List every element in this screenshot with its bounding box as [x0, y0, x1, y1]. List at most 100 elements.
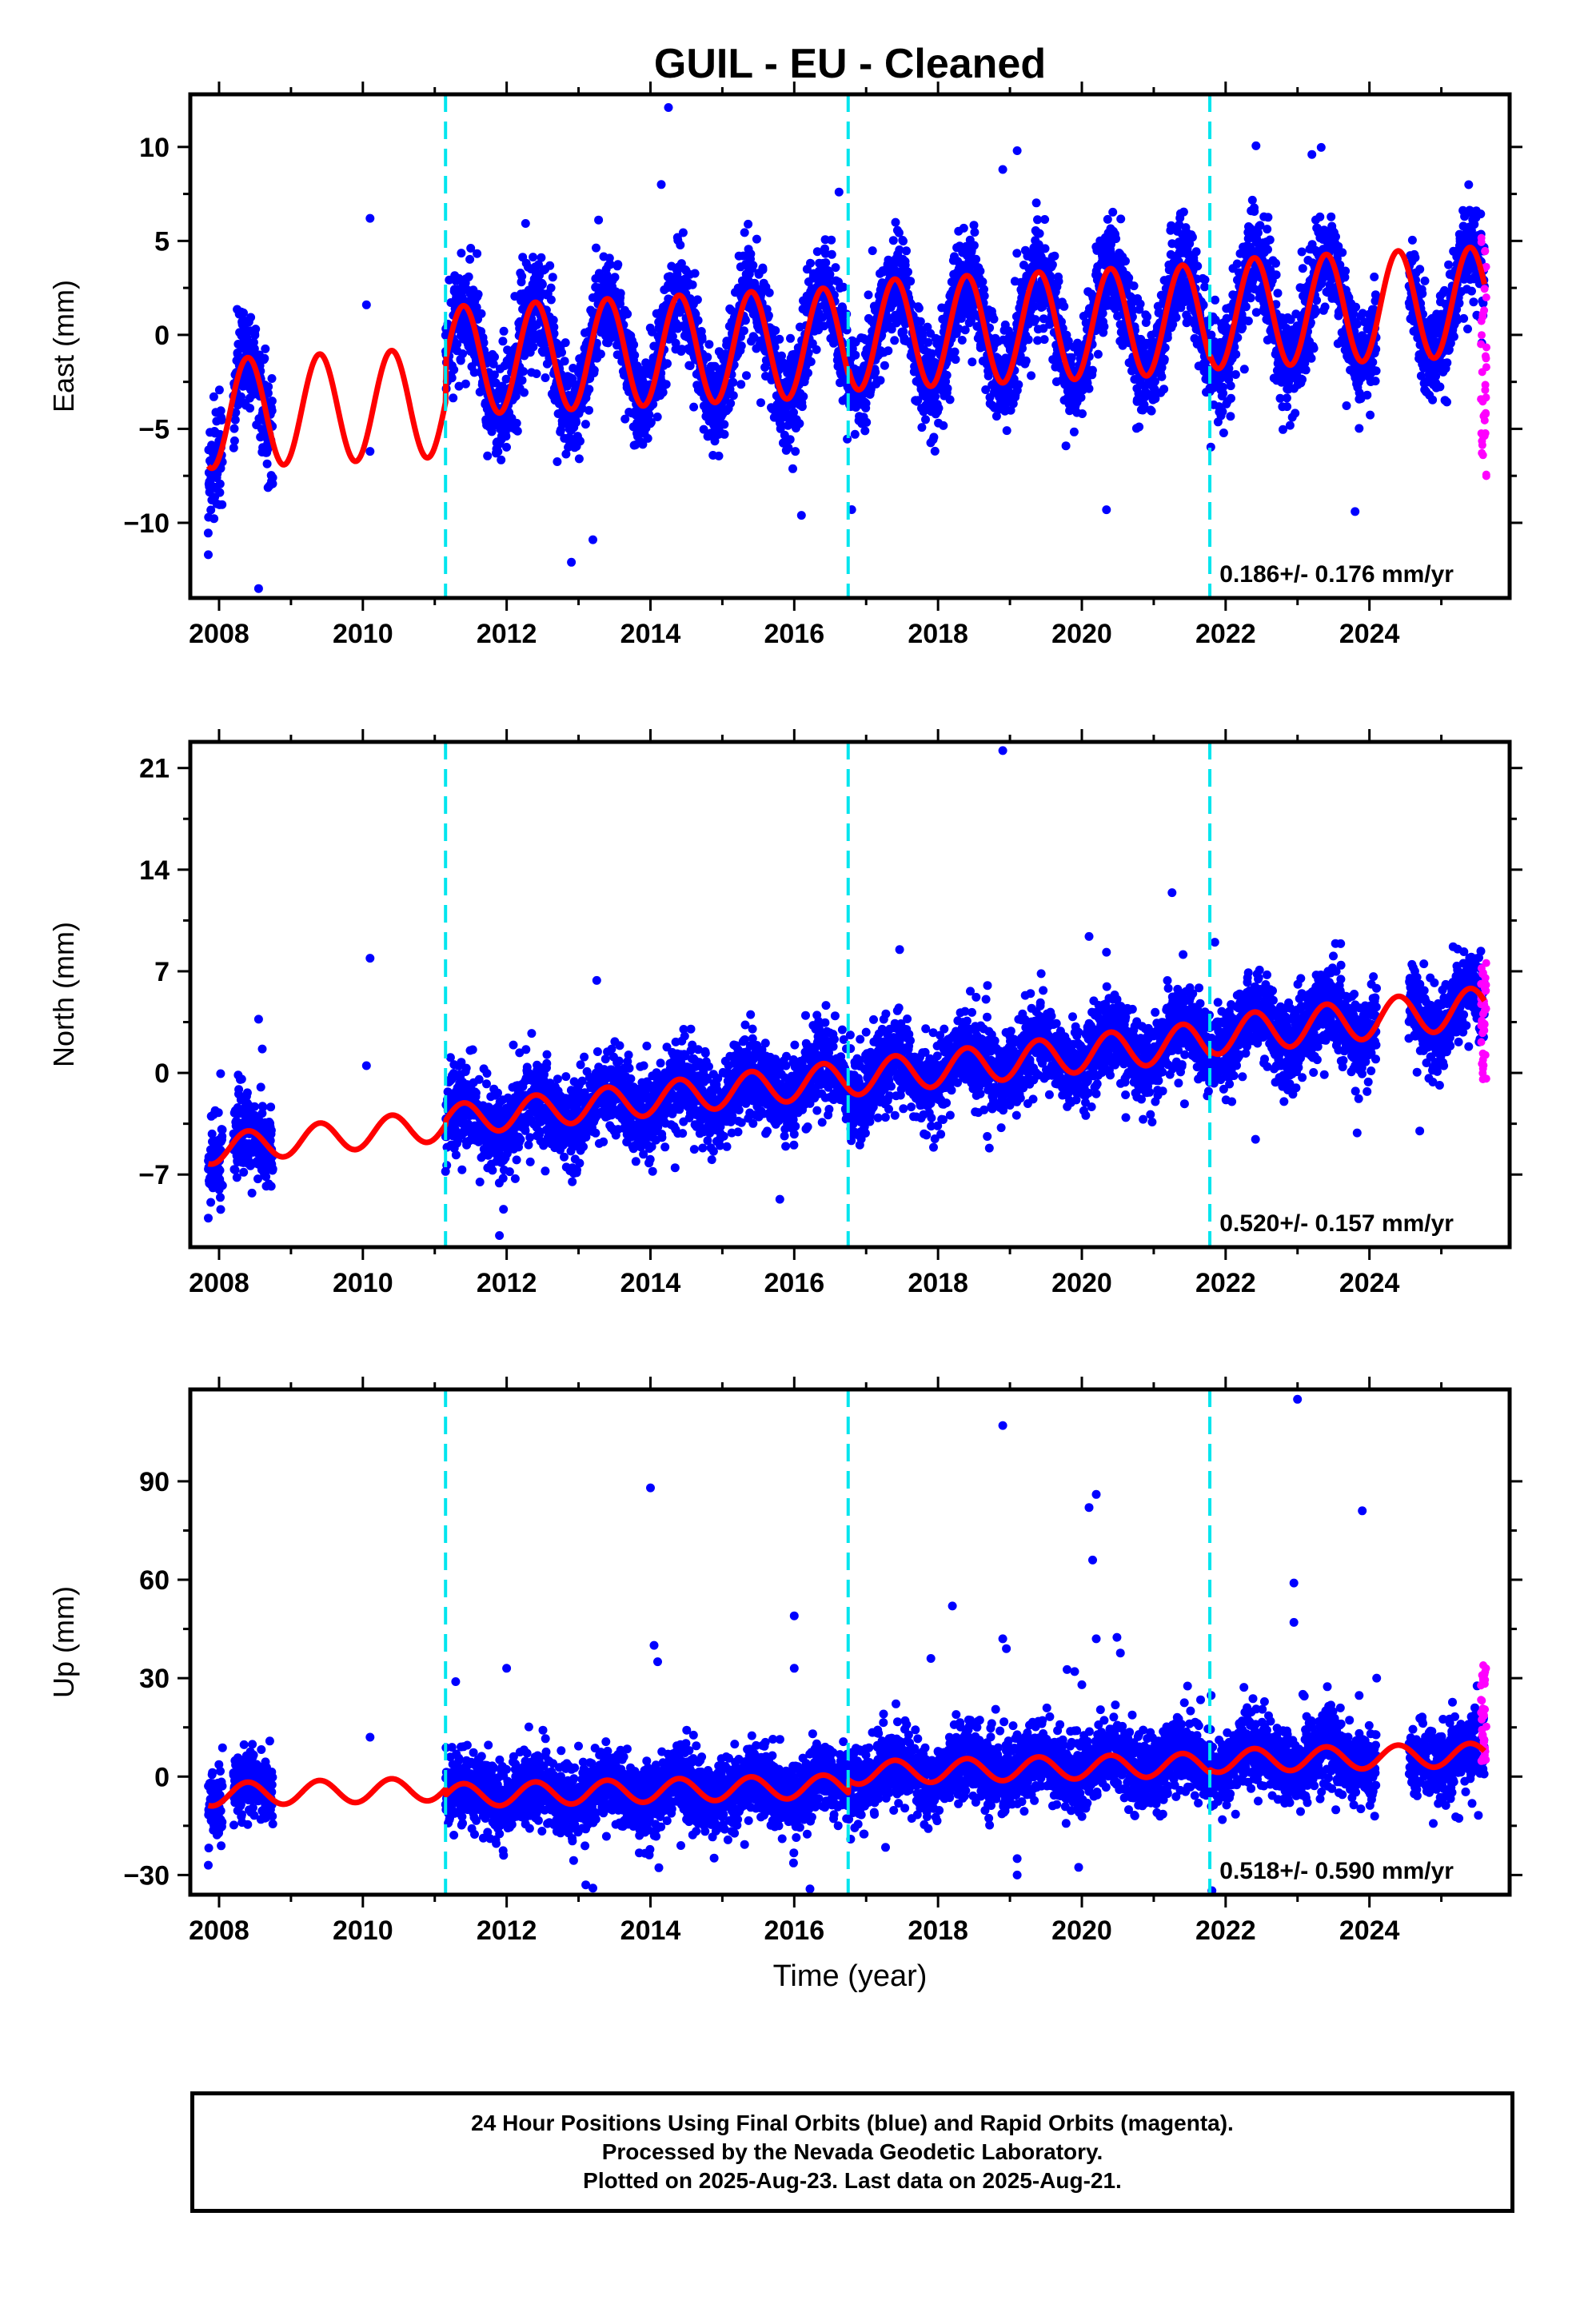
data-point	[834, 187, 844, 197]
data-point	[629, 340, 639, 349]
data-point	[1231, 370, 1240, 379]
data-point	[1059, 301, 1069, 311]
data-point	[1124, 273, 1134, 283]
data-point	[899, 327, 908, 337]
data-point	[499, 326, 509, 336]
data-point	[929, 433, 939, 442]
data-point	[951, 355, 960, 365]
data-point	[203, 528, 213, 538]
data-point	[616, 289, 625, 298]
data-point	[693, 316, 703, 325]
data-point	[839, 282, 848, 292]
data-point	[739, 326, 748, 336]
data-point	[884, 346, 893, 356]
data-point	[512, 418, 521, 428]
data-point	[469, 368, 479, 377]
data-point	[1076, 393, 1086, 402]
data-point	[775, 334, 784, 344]
data-point	[945, 395, 955, 405]
data-point	[230, 415, 240, 425]
data-point	[739, 251, 748, 261]
data-point	[1061, 441, 1071, 451]
data-point	[720, 420, 729, 429]
data-point	[537, 280, 547, 289]
data-point	[1263, 213, 1273, 222]
data-point	[1047, 260, 1057, 269]
data-point	[959, 223, 968, 233]
data-point	[477, 309, 486, 318]
data-point	[1327, 212, 1336, 221]
data-point	[1219, 382, 1228, 392]
data-point	[461, 379, 470, 389]
data-point	[263, 389, 273, 398]
data-point	[638, 440, 648, 449]
data-point	[251, 325, 261, 334]
data-point	[585, 405, 593, 415]
data-point	[1027, 371, 1036, 381]
data-point	[1265, 235, 1275, 245]
data-point	[545, 261, 555, 270]
data-point	[888, 236, 898, 245]
data-point	[692, 295, 702, 305]
data-point	[954, 324, 964, 333]
data-point	[1099, 322, 1109, 331]
data-point	[689, 402, 699, 412]
data-point	[740, 228, 749, 237]
data-point	[1298, 375, 1307, 385]
data-point	[931, 392, 940, 401]
data-point	[821, 258, 831, 268]
data-point	[560, 357, 569, 366]
data-point	[1232, 259, 1242, 269]
data-point	[1031, 198, 1041, 208]
data-point	[1159, 354, 1169, 364]
data-point	[214, 385, 224, 395]
data-point	[746, 249, 756, 259]
data-point	[1363, 390, 1372, 400]
data-point	[1366, 410, 1375, 420]
data-point	[764, 288, 774, 297]
data-point	[894, 228, 904, 237]
data-point	[970, 228, 980, 237]
data-point	[209, 392, 218, 401]
data-point	[1050, 251, 1059, 261]
data-point	[502, 442, 511, 452]
data-point	[742, 371, 751, 381]
data-point	[1093, 349, 1103, 359]
data-point	[1035, 229, 1044, 238]
data-point	[880, 361, 889, 370]
data-point	[1171, 313, 1181, 322]
data-point	[851, 350, 860, 360]
data-point	[791, 447, 800, 456]
data-point	[1309, 344, 1319, 353]
data-point	[245, 404, 255, 413]
data-point	[648, 400, 658, 409]
data-point	[206, 505, 216, 515]
data-point	[620, 414, 630, 424]
data-point	[561, 449, 571, 459]
data-point	[764, 311, 773, 321]
data-point	[239, 308, 248, 317]
data-point	[710, 436, 720, 446]
data-point	[976, 266, 985, 276]
data-point	[466, 244, 476, 253]
data-point	[489, 370, 499, 380]
data-point	[895, 245, 904, 254]
data-point	[561, 338, 570, 348]
data-point	[776, 424, 785, 433]
data-point	[956, 313, 966, 323]
data-point	[663, 359, 672, 369]
data-point	[1159, 385, 1169, 394]
data-point	[233, 349, 242, 359]
data-point	[957, 336, 967, 345]
data-point	[264, 382, 273, 392]
data-point	[464, 272, 473, 281]
data-point	[887, 325, 896, 334]
data-point	[1135, 422, 1144, 432]
data-point	[229, 443, 238, 452]
data-points-final-east	[203, 103, 1489, 593]
data-point	[797, 402, 807, 412]
data-point	[1116, 214, 1126, 224]
plot-area-east	[203, 94, 1490, 598]
data-point	[1283, 402, 1292, 412]
